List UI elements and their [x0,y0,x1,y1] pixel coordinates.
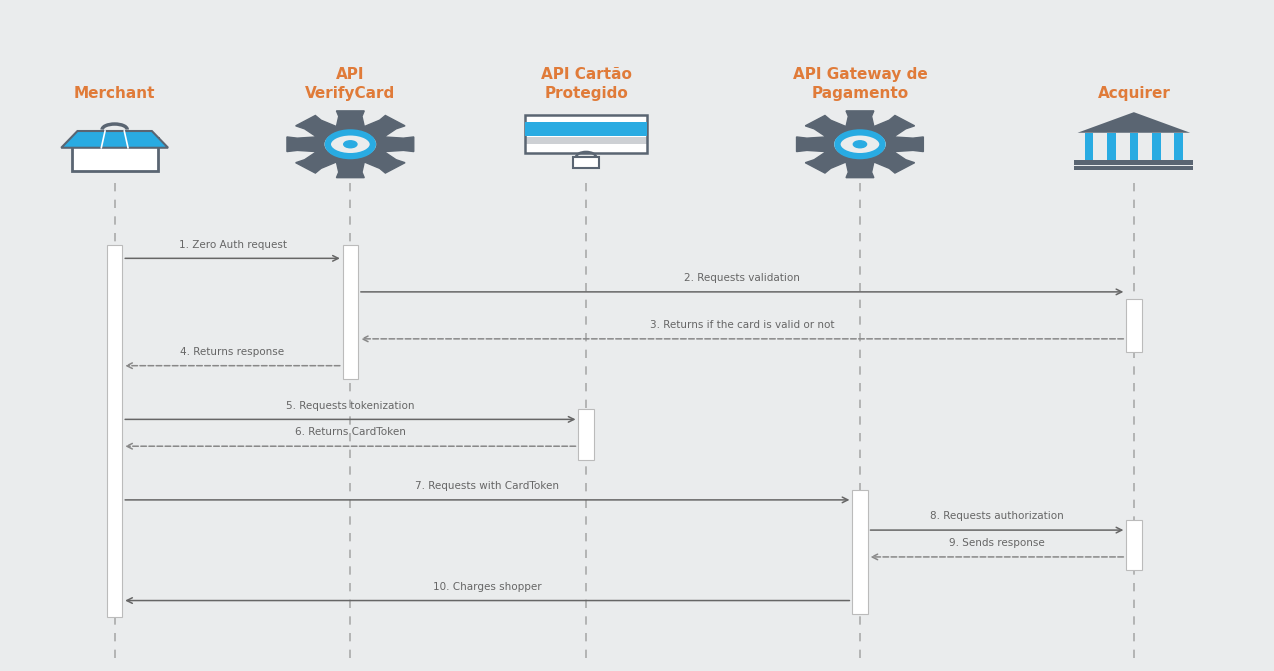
Text: API Gateway de
Pagamento: API Gateway de Pagamento [792,67,927,101]
Bar [1074,166,1194,170]
Text: 10. Charges shopper: 10. Charges shopper [433,582,541,592]
Bar [1152,133,1161,164]
Bar [1175,133,1182,164]
Polygon shape [287,111,414,178]
Circle shape [344,141,357,148]
Text: API Cartão
Protegido: API Cartão Protegido [540,67,632,101]
Polygon shape [61,131,168,148]
Text: 6. Returns CardToken: 6. Returns CardToken [294,427,406,437]
Polygon shape [796,111,924,178]
Text: 5. Requests tokenization: 5. Requests tokenization [287,401,414,411]
Text: API
VerifyCard: API VerifyCard [306,67,395,101]
Bar [1074,160,1194,164]
Text: Merchant: Merchant [74,86,155,101]
Text: 2. Requests validation: 2. Requests validation [684,273,800,283]
Bar [525,122,647,136]
Text: 4. Returns response: 4. Returns response [181,347,284,357]
Bar [343,245,358,379]
Bar [1130,133,1138,164]
Text: Acquirer: Acquirer [1097,86,1171,101]
Bar [1126,520,1142,570]
Bar [1085,133,1093,164]
Circle shape [325,131,376,158]
Bar [71,138,158,172]
Bar [525,137,647,144]
Text: 7. Requests with CardToken: 7. Requests with CardToken [415,481,559,491]
Polygon shape [1078,112,1190,133]
Bar [525,115,647,153]
Text: 9. Sends response: 9. Sends response [949,538,1045,548]
Bar [578,409,594,460]
Bar [1126,299,1142,352]
Circle shape [854,141,866,148]
Bar [852,490,868,614]
Bar [573,157,599,168]
Text: 3. Returns if the card is valid or not: 3. Returns if the card is valid or not [650,320,834,330]
Text: 1. Zero Auth request: 1. Zero Auth request [178,240,287,250]
Text: 8. Requests authorization: 8. Requests authorization [930,511,1064,521]
Bar [1107,133,1116,164]
Bar [107,245,122,617]
Circle shape [834,131,885,158]
